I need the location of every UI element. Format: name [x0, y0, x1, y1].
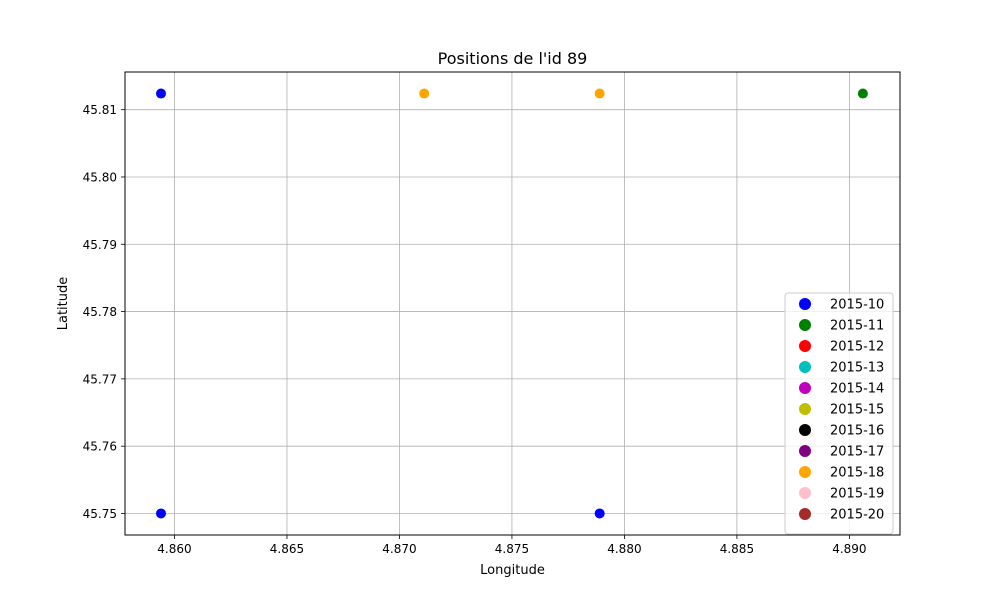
x-tick-label: 4.875 — [495, 542, 529, 556]
legend-label: 2015-10 — [830, 298, 884, 313]
x-tick-label: 4.885 — [720, 542, 754, 556]
y-tick-label: 45.75 — [83, 507, 117, 521]
legend-marker — [799, 487, 811, 499]
legend-marker — [799, 445, 811, 457]
axis-ticks: 4.860 4.865 4.870 4.875 4.880 4.885 4.890 45.75… — [83, 103, 867, 556]
y-tick-label: 45.76 — [83, 440, 117, 454]
legend-marker — [799, 298, 811, 310]
legend-label: 2015-17 — [830, 445, 884, 460]
legend-marker — [799, 508, 811, 520]
legend-label: 2015-18 — [830, 466, 884, 481]
legend-marker — [799, 403, 811, 415]
plot-area-frame — [124, 71, 901, 536]
legend-marker — [799, 424, 811, 436]
y-tick-label: 45.81 — [83, 103, 117, 117]
y-tick-label: 45.78 — [83, 305, 117, 319]
data-point — [155, 508, 166, 519]
legend-marker — [799, 340, 811, 352]
legend-marker — [799, 361, 811, 373]
legend-label: 2015-14 — [830, 382, 884, 397]
data-point — [594, 508, 605, 519]
legend-marker — [799, 466, 811, 478]
data-point — [155, 88, 166, 99]
legend-label: 2015-19 — [830, 487, 884, 502]
x-tick-label: 4.865 — [270, 542, 304, 556]
y-tick-label: 45.79 — [83, 238, 117, 252]
x-tick-label: 4.860 — [157, 542, 191, 556]
legend: 2015-10 2015-11 2015-12 2015-13 2015-14 2015-… — [784, 292, 894, 535]
data-point — [594, 88, 605, 99]
data-point — [857, 88, 868, 99]
x-tick-label: 4.870 — [382, 542, 416, 556]
legend-label: 2015-20 — [830, 508, 884, 523]
y-tick-label: 45.80 — [83, 170, 117, 184]
chart-title: Positions de l'id 89 — [438, 49, 588, 68]
y-tick-label: 45.77 — [83, 372, 117, 386]
legend-marker — [799, 319, 811, 331]
data-points — [155, 88, 868, 519]
legend-label: 2015-11 — [830, 319, 884, 334]
legend-marker — [799, 382, 811, 394]
legend-box — [784, 292, 894, 535]
grid — [125, 72, 900, 535]
legend-label: 2015-15 — [830, 403, 884, 418]
x-axis-label: Longitude — [480, 563, 545, 578]
legend-label: 2015-13 — [830, 361, 884, 376]
x-tick-label: 4.890 — [832, 542, 866, 556]
legend-label: 2015-16 — [830, 424, 884, 439]
x-tick-label: 4.880 — [607, 542, 641, 556]
data-point — [419, 88, 430, 99]
legend-label: 2015-12 — [830, 340, 884, 355]
y-axis-label: Latitude — [56, 277, 71, 331]
